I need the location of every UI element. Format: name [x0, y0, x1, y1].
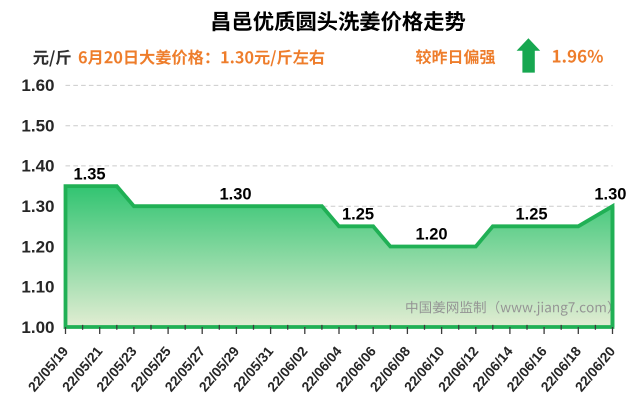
svg-text:1.00: 1.00	[21, 318, 54, 337]
svg-text:1.25: 1.25	[342, 206, 374, 224]
svg-text:1.50: 1.50	[21, 117, 54, 136]
svg-text:1.20: 1.20	[415, 226, 447, 244]
svg-text:1.25: 1.25	[515, 206, 547, 224]
svg-text:1.10: 1.10	[21, 278, 54, 297]
svg-text:1.20: 1.20	[21, 237, 54, 256]
svg-text:1.40: 1.40	[21, 157, 54, 176]
svg-text:1.35: 1.35	[73, 166, 105, 184]
svg-text:1.30: 1.30	[219, 186, 251, 204]
svg-text:1.30: 1.30	[21, 197, 54, 216]
svg-text:1.60: 1.60	[21, 76, 54, 95]
svg-text:1.30: 1.30	[594, 185, 626, 203]
